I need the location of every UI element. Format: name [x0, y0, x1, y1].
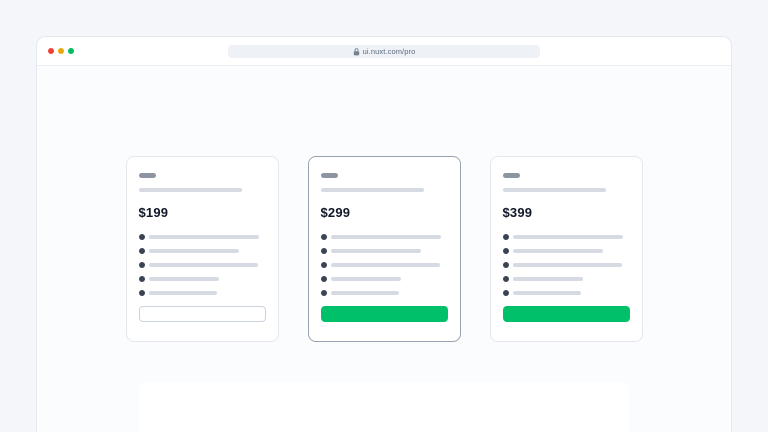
bullet-icon — [502, 234, 509, 240]
bullet-icon — [502, 290, 509, 296]
buy-button-primary[interactable] — [502, 306, 630, 322]
feature-row — [138, 272, 266, 286]
feature-text-placeholder — [330, 277, 401, 281]
feature-list — [320, 230, 448, 300]
window-controls — [48, 48, 74, 54]
feature-text-placeholder — [330, 263, 440, 267]
bullet-icon — [502, 248, 509, 254]
buy-button-outline[interactable] — [138, 306, 266, 322]
bullet-icon — [320, 234, 327, 240]
feature-row — [138, 258, 266, 272]
feature-row — [320, 258, 448, 272]
plan-name-placeholder — [502, 173, 520, 178]
plan-name-placeholder — [320, 173, 338, 178]
feature-row — [138, 230, 266, 244]
pricing-card-basic: $199 — [125, 156, 279, 342]
next-section-card — [139, 382, 629, 432]
price-label: $399 — [502, 205, 533, 220]
feature-row — [320, 272, 448, 286]
pricing-cards-row: $199 $299 — [37, 156, 731, 342]
plan-description-placeholder — [320, 188, 424, 192]
feature-list — [502, 230, 630, 300]
bullet-icon — [320, 262, 327, 268]
pricing-card-enterprise: $399 — [489, 156, 643, 342]
bullet-icon — [138, 290, 145, 296]
feature-text-placeholder — [148, 291, 217, 295]
feature-text-placeholder — [148, 277, 219, 281]
feature-text-placeholder — [512, 277, 583, 281]
feature-row — [502, 272, 630, 286]
bullet-icon — [320, 290, 327, 296]
zoom-button[interactable] — [68, 48, 74, 54]
feature-row — [502, 286, 630, 300]
bullet-icon — [502, 276, 509, 282]
plan-description-placeholder — [138, 188, 242, 192]
browser-toolbar: ui.nuxt.com/pro — [37, 37, 731, 66]
minimize-button[interactable] — [58, 48, 64, 54]
feature-text-placeholder — [512, 263, 622, 267]
bullet-icon — [138, 262, 145, 268]
feature-text-placeholder — [330, 235, 441, 239]
bullet-icon — [502, 262, 509, 268]
price-label: $299 — [320, 205, 351, 220]
feature-row — [138, 244, 266, 258]
feature-text-placeholder — [512, 291, 581, 295]
feature-row — [320, 286, 448, 300]
feature-text-placeholder — [330, 291, 399, 295]
browser-window: ui.nuxt.com/pro $199 $299 — [36, 36, 732, 432]
feature-row — [502, 258, 630, 272]
price-label: $199 — [138, 205, 169, 220]
feature-row — [502, 244, 630, 258]
url-text: ui.nuxt.com/pro — [362, 46, 416, 56]
buy-button-primary[interactable] — [320, 306, 448, 322]
pricing-card-pro-featured: $299 — [307, 156, 461, 342]
feature-text-placeholder — [330, 249, 421, 253]
plan-description-placeholder — [502, 188, 606, 192]
feature-row — [320, 244, 448, 258]
feature-row — [138, 286, 266, 300]
bullet-icon — [320, 248, 327, 254]
feature-text-placeholder — [148, 235, 259, 239]
feature-text-placeholder — [148, 263, 258, 267]
feature-list — [138, 230, 266, 300]
feature-row — [320, 230, 448, 244]
bullet-icon — [320, 276, 327, 282]
address-bar[interactable]: ui.nuxt.com/pro — [228, 45, 540, 58]
bullet-icon — [138, 248, 145, 254]
bullet-icon — [138, 276, 145, 282]
bullet-icon — [138, 234, 145, 240]
feature-text-placeholder — [512, 249, 603, 253]
feature-text-placeholder — [148, 249, 239, 253]
feature-row — [502, 230, 630, 244]
close-button[interactable] — [48, 48, 54, 54]
plan-name-placeholder — [138, 173, 156, 178]
lock-icon — [353, 47, 359, 55]
feature-text-placeholder — [512, 235, 623, 239]
